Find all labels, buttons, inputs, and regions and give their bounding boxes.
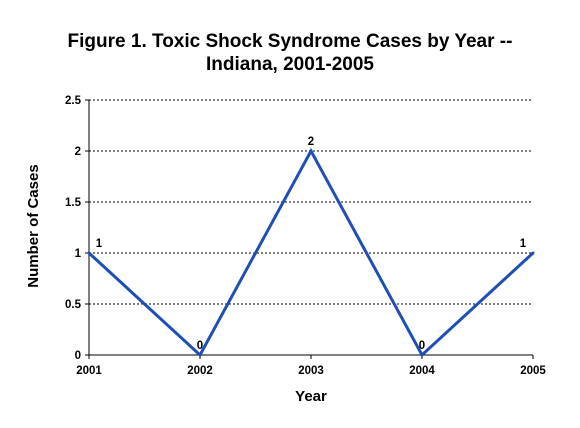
data-label: 0: [419, 340, 425, 352]
y-tick-label: 0.5: [65, 299, 82, 311]
data-point: [531, 251, 535, 255]
data-labels: 1 0 2 0 1: [96, 136, 527, 352]
data-point: [309, 149, 313, 153]
series: [87, 147, 535, 358]
chart-title-line-1: Figure 1. Toxic Shock Syndrome Cases by …: [68, 31, 513, 52]
y-tick-label: 1: [75, 248, 82, 260]
data-point: [87, 251, 91, 255]
data-point: [420, 353, 424, 357]
data-label: 0: [197, 340, 203, 352]
x-tick-label: 2001: [76, 365, 102, 377]
data-label: 1: [96, 238, 103, 250]
y-tick-label: 1.5: [65, 197, 82, 209]
data-label: 2: [308, 136, 314, 148]
data-point: [198, 353, 202, 357]
x-tick-label: 2003: [298, 365, 324, 377]
gridlines: [89, 99, 533, 305]
x-tick-label: 2002: [187, 365, 213, 377]
data-label: 1: [520, 238, 527, 250]
x-tick-label: 2004: [409, 365, 435, 377]
chart-title-line-2: Indiana, 2001-2005: [206, 54, 374, 75]
y-tick-label: 2.5: [65, 95, 82, 107]
y-axis-title: Number of Cases: [25, 164, 42, 287]
x-tick-label: 2005: [520, 365, 546, 377]
y-tick-label: 0: [75, 350, 81, 362]
x-axis-title: Year: [295, 388, 327, 405]
y-tick-label: 2: [75, 146, 81, 158]
